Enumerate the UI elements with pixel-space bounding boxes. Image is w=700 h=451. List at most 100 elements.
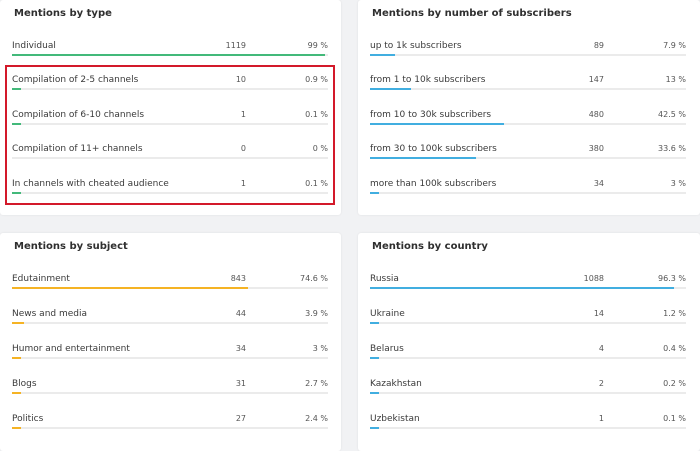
progress-track: [12, 123, 328, 125]
row-count: 0: [240, 144, 246, 153]
mentions-by-country-card: Mentions by country Russia 1088 96.3 % U…: [358, 233, 700, 451]
row-percent: 2.7 %: [305, 379, 328, 388]
row-label: Russia: [370, 274, 399, 284]
list-item: Kazakhstan 2 0.2 %: [370, 376, 686, 398]
row-count: 4: [598, 344, 604, 353]
progress-fill: [12, 88, 22, 90]
progress-fill: [12, 392, 22, 394]
list-item: Ukraine 14 1.2 %: [370, 306, 686, 328]
progress-fill: [370, 54, 395, 56]
progress-track: [370, 322, 686, 324]
row-label: Blogs: [12, 379, 37, 389]
list-item: Compilation of 11+ channels 0 0 %: [12, 141, 328, 163]
list-item: Compilation of 6-10 channels 1 0.1 %: [12, 107, 328, 129]
row-label: Ukraine: [370, 309, 405, 319]
row-percent: 0 %: [312, 144, 328, 153]
progress-track: [370, 192, 686, 194]
progress-track: [370, 357, 686, 359]
row-count: 380: [588, 144, 604, 153]
row-percent: 13 %: [665, 75, 686, 84]
row-count: 1119: [225, 41, 246, 50]
progress-track: [12, 192, 328, 194]
card-title: Mentions by country: [372, 241, 488, 252]
row-percent: 0.1 %: [663, 414, 686, 423]
row-percent: 0.1 %: [305, 179, 328, 188]
list-item: Edutainment 843 74.6 %: [12, 271, 328, 293]
row-label: more than 100k subscribers: [370, 179, 497, 189]
row-percent: 0.1 %: [305, 110, 328, 119]
list-item: from 10 to 30k subscribers 480 42.5 %: [370, 107, 686, 129]
row-percent: 7.9 %: [663, 41, 686, 50]
row-percent: 1.2 %: [663, 309, 686, 318]
row-percent: 96.3 %: [658, 274, 686, 283]
list-item: Politics 27 2.4 %: [12, 411, 328, 433]
progress-fill: [370, 157, 477, 159]
row-percent: 0.2 %: [663, 379, 686, 388]
progress-track: [12, 157, 328, 159]
mentions-by-subscribers-card: Mentions by number of subscribers up to …: [358, 0, 700, 215]
row-count: 1: [598, 414, 604, 423]
row-percent: 33.6 %: [658, 144, 686, 153]
row-label: Uzbekistan: [370, 414, 420, 424]
progress-fill: [12, 322, 25, 324]
progress-track: [12, 287, 328, 289]
row-percent: 0.9 %: [305, 75, 328, 84]
row-percent: 74.6 %: [300, 274, 328, 283]
row-label: News and media: [12, 309, 88, 319]
progress-fill: [370, 123, 505, 125]
row-percent: 99 %: [307, 41, 328, 50]
row-label: Politics: [12, 414, 44, 424]
row-count: 843: [230, 274, 246, 283]
row-count: 10: [235, 75, 246, 84]
row-count: 34: [593, 179, 604, 188]
progress-fill: [12, 123, 22, 125]
row-count: 147: [588, 75, 604, 84]
progress-fill: [370, 392, 380, 394]
progress-track: [370, 427, 686, 429]
row-percent: 42.5 %: [658, 110, 686, 119]
list-item: up to 1k subscribers 89 7.9 %: [370, 38, 686, 60]
row-label: from 30 to 100k subscribers: [370, 144, 497, 154]
row-count: 1: [240, 179, 246, 188]
row-label: Belarus: [370, 344, 404, 354]
row-percent: 3 %: [312, 344, 328, 353]
list-item: Belarus 4 0.4 %: [370, 341, 686, 363]
row-percent: 0.4 %: [663, 344, 686, 353]
progress-track: [12, 427, 328, 429]
row-percent: 3 %: [670, 179, 686, 188]
progress-fill: [370, 287, 675, 289]
progress-track: [12, 322, 328, 324]
progress-fill: [370, 322, 380, 324]
row-label: Kazakhstan: [370, 379, 422, 389]
row-label: from 1 to 10k subscribers: [370, 75, 486, 85]
progress-track: [12, 54, 328, 56]
row-count: 480: [588, 110, 604, 119]
row-count: 2: [598, 379, 604, 388]
row-count: 1: [240, 110, 246, 119]
card-title: Mentions by number of subscribers: [372, 8, 572, 19]
list-item: Individual 1119 99 %: [12, 38, 328, 60]
progress-fill: [12, 54, 325, 56]
progress-track: [370, 88, 686, 90]
progress-track: [370, 123, 686, 125]
list-item: from 1 to 10k subscribers 147 13 %: [370, 72, 686, 94]
row-label: from 10 to 30k subscribers: [370, 110, 492, 120]
list-item: Humor and entertainment 34 3 %: [12, 341, 328, 363]
progress-fill: [12, 192, 22, 194]
progress-track: [370, 392, 686, 394]
list-item: News and media 44 3.9 %: [12, 306, 328, 328]
list-item: from 30 to 100k subscribers 380 33.6 %: [370, 141, 686, 163]
row-count: 34: [235, 344, 246, 353]
row-label: Individual: [12, 41, 56, 51]
progress-track: [12, 88, 328, 90]
progress-track: [370, 54, 686, 56]
row-label: Edutainment: [12, 274, 70, 284]
progress-fill: [370, 427, 380, 429]
progress-track: [370, 287, 686, 289]
row-percent: 3.9 %: [305, 309, 328, 318]
card-title: Mentions by subject: [14, 241, 128, 252]
row-count: 1088: [583, 274, 604, 283]
card-title: Mentions by type: [14, 8, 112, 19]
row-count: 27: [235, 414, 246, 423]
row-count: 89: [593, 41, 604, 50]
